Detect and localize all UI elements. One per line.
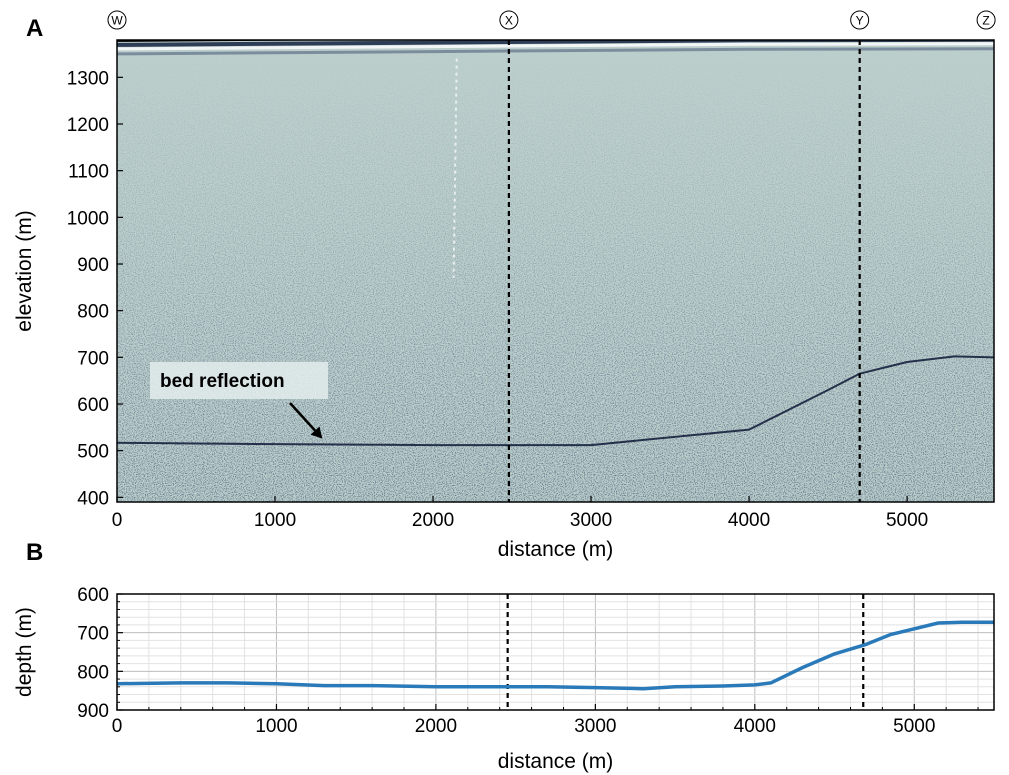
annotation-arrowhead — [310, 426, 323, 439]
depth-series-line — [117, 620, 994, 691]
x-tick-label-a: 0 — [112, 510, 123, 531]
y-tick-label-b: 600 — [77, 585, 109, 606]
x-axis-label-a: distance (m) — [498, 538, 614, 561]
x-tick-label-a: 4000 — [728, 510, 770, 531]
y-tick-label-a: 700 — [77, 348, 109, 369]
y-tick-label-a: 1100 — [68, 162, 109, 183]
y-tick-label-a: 400 — [77, 488, 109, 509]
vertical-markers-a — [507, 40, 861, 502]
depth-plot-grid — [117, 594, 994, 710]
y-tick-label-b: 700 — [77, 624, 109, 645]
profile-marker-labels: W X Y Z — [107, 10, 996, 30]
x-tick-label-a: 5000 — [886, 510, 928, 531]
marker-circle — [976, 10, 996, 30]
x-tick-label-b: 3000 — [574, 716, 616, 737]
vertical-markers-b — [506, 594, 865, 710]
x-tick-label-a: 1000 — [254, 510, 296, 531]
y-tick-label-b: 800 — [77, 662, 109, 683]
depth-plot-background — [117, 594, 994, 710]
bed-reflection-annotation: bed reflection — [150, 362, 328, 439]
y-tick-label-a: 1000 — [67, 208, 109, 229]
profile-marker-y: Y — [850, 10, 870, 30]
x-tick-label-b: 4000 — [734, 716, 776, 737]
x-tick-label-b: 5000 — [893, 716, 935, 737]
marker-circle — [499, 10, 519, 30]
y-axis-label-b: depth (m) — [13, 607, 36, 697]
x-tick-label-b: 0 — [112, 716, 123, 737]
profile-marker-x: X — [499, 10, 519, 30]
radargram-plot-area — [117, 40, 994, 502]
x-tick-label-b: 1000 — [255, 716, 297, 737]
marker-label: Z — [982, 14, 989, 28]
axes-b: 0 1000 2000 3000 4000 5000 600 700 800 900 distanc… — [13, 585, 979, 773]
annotation-arrow — [289, 402, 316, 432]
y-axis-label-a: elevation (m) — [13, 210, 36, 331]
profile-marker-w: W — [107, 10, 127, 30]
radargram-noise — [117, 40, 994, 502]
y-tick-label-b: 900 — [77, 701, 109, 722]
panel-a-letter: A — [26, 15, 43, 42]
axes-a: 0 1000 2000 3000 4000 5000 400 500 600 700 800 900 1… — [13, 68, 928, 561]
x-tick-label-a: 3000 — [570, 510, 612, 531]
y-tick-label-a: 1200 — [67, 115, 109, 136]
radargram-frame — [116, 39, 995, 503]
marker-label: X — [505, 14, 513, 28]
y-tick-label-a: 500 — [77, 442, 109, 463]
profile-marker-z: Z — [976, 10, 996, 30]
y-tick-label-a: 800 — [77, 302, 109, 323]
y-tick-label-a: 900 — [77, 255, 109, 276]
surface-reflection-light — [117, 42, 994, 51]
y-tick-label-a: 1300 — [67, 68, 109, 89]
x-tick-label-a: 2000 — [412, 510, 454, 531]
annotation-label-background — [150, 362, 328, 399]
annotation-label: bed reflection — [160, 371, 285, 392]
y-tick-label-a: 600 — [77, 395, 109, 416]
depth-plot-frame — [116, 593, 995, 711]
marker-label: W — [111, 14, 123, 28]
x-tick-label-b: 2000 — [415, 716, 457, 737]
marker-circle — [850, 10, 870, 30]
marker-label: Y — [856, 14, 864, 28]
panel-b-letter: B — [26, 539, 43, 566]
marker-circle — [107, 10, 127, 30]
surface-reflection-band — [117, 47, 994, 56]
x-axis-label-b: distance (m) — [498, 750, 614, 773]
bed-reflection-line — [117, 355, 994, 447]
diffraction-streak — [452, 58, 458, 279]
